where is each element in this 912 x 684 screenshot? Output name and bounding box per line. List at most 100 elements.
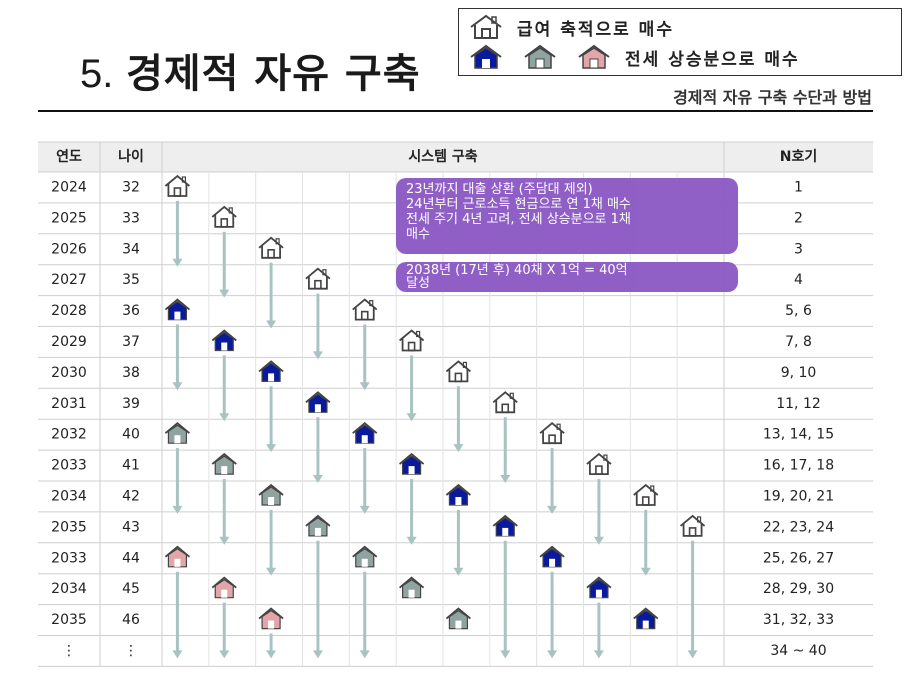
house-outline-icon [352,298,378,321]
house-outline-icon [586,452,612,476]
house-blue-icon [211,329,237,352]
house-gray-icon [524,44,556,69]
arrow-head [266,650,277,659]
page-title: 5. 경제적 자유 구축 [80,48,421,100]
arrow-head [593,536,604,545]
arrow-head [547,650,558,659]
arrow-head [266,444,277,453]
legend-row-salary: 급여 축적으로 매수 [469,13,674,41]
cell-age: 44 [122,550,140,566]
cell-age: 34 [122,241,140,257]
arrow-head [266,567,277,576]
cell-n: 19, 20, 21 [763,488,834,504]
house-outline-icon [211,205,237,228]
house-outline-icon [492,391,518,414]
arrow-head [359,650,370,659]
cell-year: 2033 [51,550,87,566]
cell-age: 40 [122,427,140,443]
cell-year: 2025 [51,210,87,226]
title-underline [38,110,873,112]
cell-n: 1 [794,179,803,195]
cell-age: 38 [122,365,140,381]
legend-label-salary: 급여 축적으로 매수 [517,19,674,40]
house-blue-icon [258,360,284,382]
house-outline-icon [470,14,502,39]
arrow-head [406,413,417,422]
header-system: 시스템 구축 [408,148,477,165]
cell-n: 5, 6 [785,303,812,319]
house-gray-icon [164,422,190,444]
cell-n: 9, 10 [781,365,817,381]
arrow-head [312,650,323,659]
header-n: N호기 [780,149,817,165]
house-outline-icon [399,329,425,352]
house-outline-icon [633,483,659,506]
house-pink-icon [164,545,190,568]
callout-plan-line: 전세 주기 4년 고려, 전세 상승분으로 1채 [406,212,631,227]
arrow-head [453,567,464,576]
arrow-head [312,475,323,483]
cell-n: 2 [794,210,803,226]
cell-age: 37 [122,334,140,350]
arrow-head [266,320,277,329]
cell-age: 43 [122,519,140,535]
table-header-bg [38,142,873,172]
cell-n: 22, 23, 24 [763,519,834,535]
house-blue-icon [399,452,425,475]
cell-n: 7, 8 [785,334,812,350]
cell-n: 11, 12 [776,396,821,412]
house-pink-icon [578,44,610,69]
house-blue-icon [305,391,331,413]
cell-year: 2035 [51,612,87,628]
house-outline-icon [445,360,471,383]
house-outline-icon [305,267,331,290]
house-pink-icon [211,576,237,599]
legend-box: 급여 축적으로 매수 전세 상승분으로 매수 [458,8,902,76]
house-gray-icon [352,545,378,568]
cell-age: 41 [122,458,140,474]
arrow-head [219,289,230,298]
house-blue-icon [492,514,518,537]
house-blue-icon [539,545,565,568]
arrow-head [219,413,230,422]
cell-year: 2032 [51,427,87,443]
arrow-head [312,351,323,360]
title-text: 경제적 자유 구축 [126,51,421,97]
house-blue-icon [164,298,190,321]
house-blue-icon [352,422,378,444]
cell-n: 16, 17, 18 [763,458,834,474]
callout-goal-line: 달성 [406,276,430,291]
subtitle: 경제적 자유 구축 수단과 방법 [673,88,872,107]
title-number: 5. [80,52,114,96]
arrow-head [500,475,511,483]
house-blue-icon [633,607,659,630]
cell-age: 45 [122,581,140,597]
cell-year: 2034 [51,581,87,597]
cell-year: 2027 [51,272,87,288]
legend-row-jeonse: 전세 상승분으로 매수 [469,43,800,71]
arrow-head [219,650,230,659]
house-outline-icon [680,514,706,537]
cell-n: 4 [794,272,803,288]
house-outline-icon [258,236,284,259]
house-blue-icon [470,44,502,69]
cell-age: 35 [122,272,140,288]
house-gray-icon [211,452,237,475]
cell-n: 13, 14, 15 [763,427,834,443]
cell-year: 2024 [51,179,87,195]
header-age: 나이 [118,148,144,165]
callout-plan-line: 매수 [406,227,430,242]
house-gray-icon [305,514,331,537]
cell-year: 2026 [51,241,87,257]
arrow-head [547,505,558,514]
cell-year: 2028 [51,303,87,319]
house-gray-icon [258,483,284,506]
cell-year: 2030 [51,365,87,381]
arrow-head [172,258,183,267]
cell-year: 2035 [51,519,87,535]
arrow-head [359,505,370,514]
cell-year: 2034 [51,488,87,504]
callout-plan-line: 24년부터 근로소득 현금으로 연 1채 매수 [406,197,631,212]
arrow-head [406,536,417,545]
